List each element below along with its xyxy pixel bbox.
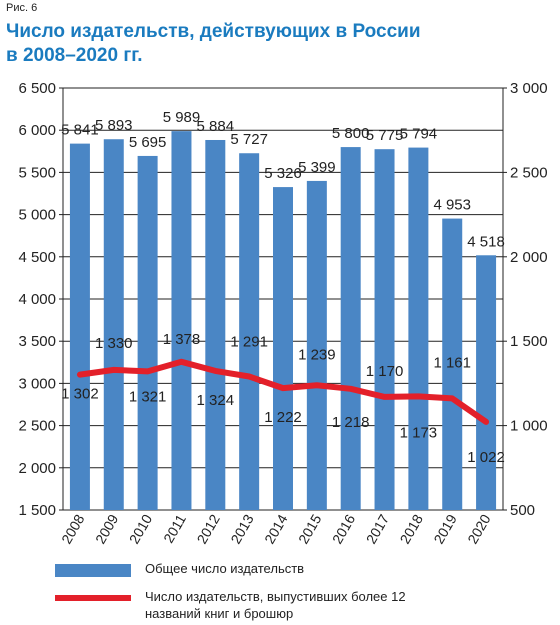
- x-axis-tick-label: 2019: [430, 511, 460, 546]
- bar: [340, 147, 361, 510]
- bar: [442, 218, 463, 510]
- line-value-label: 1 378: [163, 331, 201, 348]
- line-point: [350, 388, 352, 390]
- line-point: [214, 370, 216, 372]
- right-axis-tick-label: 3 000: [510, 80, 548, 97]
- bar-value-label: 5 893: [95, 117, 133, 134]
- line-point: [113, 369, 115, 371]
- x-axis-tick-label: 2009: [92, 511, 122, 546]
- left-axis-tick-label: 2 000: [18, 460, 56, 477]
- bar: [476, 255, 497, 510]
- right-axis-tick-label: 2 000: [510, 249, 548, 266]
- right-axis-tick-label: 500: [510, 502, 535, 519]
- left-axis-tick-label: 1 500: [18, 502, 56, 519]
- bar: [137, 155, 158, 510]
- line-point: [451, 397, 453, 399]
- left-axis-tick-label: 3 000: [18, 375, 56, 392]
- line-point: [147, 370, 149, 372]
- x-axis-tick-label: 2008: [58, 511, 88, 546]
- bar: [171, 131, 192, 510]
- bar-value-label: 5 326: [264, 165, 302, 182]
- right-axis-tick-label: 1 500: [510, 333, 548, 350]
- legend-swatch-bars: [55, 564, 131, 577]
- legend-label-bars: Общее число издательств: [145, 561, 305, 576]
- x-axis-tick-label: 2018: [397, 511, 427, 546]
- line-value-label: 1 321: [129, 388, 167, 405]
- bar-value-label: 5 989: [163, 109, 201, 126]
- line-value-label: 1 222: [264, 409, 302, 426]
- x-axis-tick-label: 2014: [261, 511, 291, 546]
- legend-item-line: Число издательств, выпустивших более 12 …: [55, 588, 425, 622]
- line-point: [282, 387, 284, 389]
- line-point: [180, 361, 182, 363]
- bar: [306, 180, 327, 511]
- line-value-label: 1 302: [61, 386, 99, 403]
- legend-swatch-line: [55, 595, 131, 601]
- line-point: [316, 384, 318, 386]
- bar: [273, 187, 293, 510]
- legend-item-bars: Общее число издательств: [55, 560, 425, 577]
- line-point: [485, 421, 487, 423]
- right-axis-tick-label: 2 500: [510, 164, 548, 181]
- line-value-label: 1 173: [400, 424, 438, 441]
- left-axis-tick-label: 5 000: [18, 207, 56, 224]
- x-axis-tick-label: 2017: [363, 511, 393, 546]
- bar-value-label: 5 727: [230, 131, 268, 148]
- line-value-label: 1 218: [332, 414, 370, 431]
- bar-value-label: 5 884: [197, 118, 235, 135]
- bar: [205, 139, 226, 510]
- x-axis-tick-label: 2011: [160, 511, 189, 545]
- left-axis-tick-label: 5 500: [18, 164, 56, 181]
- x-axis-tick-label: 2013: [227, 511, 257, 546]
- left-axis-tick-label: 6 500: [18, 80, 56, 97]
- left-axis-tick-label: 4 500: [18, 249, 56, 266]
- line-value-label: 1 022: [467, 449, 505, 466]
- line-point: [248, 375, 250, 377]
- legend-label-line: Число издательств, выпустивших более 12 …: [145, 589, 406, 621]
- bar-value-label: 5 800: [332, 125, 370, 142]
- bar: [69, 143, 90, 510]
- bar-value-label: 5 841: [61, 122, 99, 139]
- left-axis-tick-label: 6 000: [18, 122, 56, 139]
- bar: [239, 153, 260, 510]
- left-axis-tick-label: 2 500: [18, 418, 56, 435]
- line-point: [384, 396, 386, 398]
- bar-value-label: 4 518: [467, 233, 505, 250]
- left-axis-tick-label: 3 500: [18, 333, 56, 350]
- bar-value-label: 5 399: [298, 159, 336, 176]
- line-point: [79, 374, 81, 376]
- left-axis-tick-label: 4 000: [18, 291, 56, 308]
- x-axis-tick-label: 2015: [295, 511, 325, 546]
- x-axis-tick-label: 2016: [329, 511, 359, 546]
- bar-value-label: 5 794: [400, 126, 438, 143]
- bar: [374, 149, 395, 510]
- x-axis-tick-label: 2010: [126, 511, 156, 546]
- line-point: [417, 395, 419, 397]
- bar: [103, 139, 124, 510]
- chart-title: Число издательств, действующих в России …: [6, 21, 421, 66]
- line-value-label: 1 170: [366, 363, 404, 380]
- line-value-label: 1 324: [197, 392, 235, 409]
- x-axis-tick-label: 2020: [464, 511, 494, 546]
- bar-value-label: 5 775: [366, 127, 404, 144]
- line-value-label: 1 239: [298, 346, 336, 363]
- bar-value-label: 5 695: [129, 134, 167, 151]
- right-axis-tick-label: 1 000: [510, 418, 548, 435]
- line-value-label: 1 291: [230, 333, 268, 350]
- bar-value-label: 4 953: [433, 197, 471, 214]
- x-axis-tick-label: 2012: [193, 511, 223, 546]
- figure-label: Рис. 6: [6, 2, 38, 14]
- line-value-label: 1 161: [433, 354, 471, 371]
- bar: [408, 147, 429, 510]
- line-value-label: 1 330: [95, 335, 133, 352]
